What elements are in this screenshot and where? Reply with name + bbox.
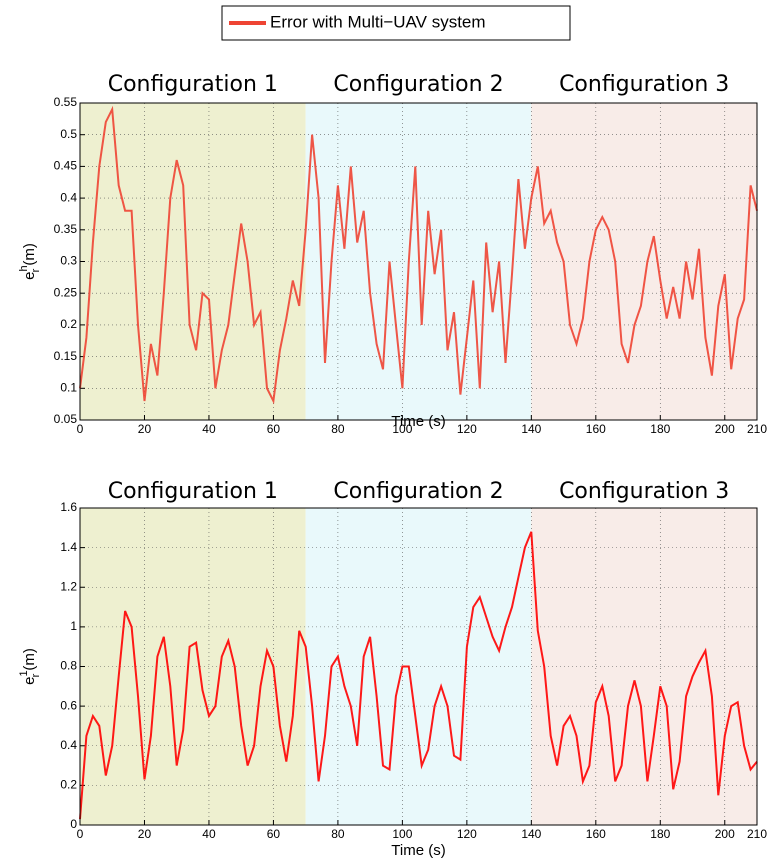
y-label-base: e — [21, 676, 38, 684]
x-axis-label: Time (s) — [391, 413, 445, 430]
data-line — [79, 105, 758, 405]
region-label: Configuration 3 — [559, 479, 729, 504]
region-label: Configuration 1 — [108, 479, 278, 504]
y-tick-label: 0.35 — [54, 222, 78, 236]
y-tick-label: 0.45 — [54, 159, 78, 173]
y-label-sub: r — [30, 673, 42, 677]
x-tick-label: 80 — [331, 422, 345, 436]
y-tick-label: 1.2 — [60, 579, 77, 593]
y-tick-label: 0.1 — [60, 380, 77, 394]
x-tick-label: 200 — [715, 422, 735, 436]
x-tick-label: 100 — [392, 422, 412, 436]
x-axis-label: Time (s) — [391, 842, 445, 859]
y-label-unit: (m) — [21, 243, 38, 266]
region-label: Configuration 3 — [559, 72, 729, 97]
y-tick-label: 0 — [70, 817, 77, 831]
region-label: Configuration 2 — [333, 72, 503, 97]
x-tick-label: 160 — [586, 422, 606, 436]
y-label-unit: (m) — [21, 648, 38, 671]
y-tick-label: 1.6 — [60, 500, 77, 514]
y-tick-label: 0.4 — [60, 738, 77, 752]
axes-frame — [79, 507, 758, 826]
x-tick-label: 80 — [331, 827, 345, 841]
y-tick-label: 0.3 — [60, 254, 77, 268]
x-tick-label: 180 — [650, 422, 670, 436]
y-label-sup: h — [18, 265, 30, 271]
y-label-base: e — [21, 271, 38, 279]
y-tick-label: 0.5 — [60, 127, 77, 141]
x-tick-label: 160 — [586, 827, 606, 841]
x-tick-label: 180 — [650, 827, 670, 841]
x-tick-label: 140 — [521, 827, 541, 841]
x-tick-label: 100 — [392, 827, 412, 841]
region — [305, 508, 532, 825]
y-tick-label: 1 — [70, 619, 77, 633]
y-tick-label: 0.6 — [60, 698, 77, 712]
x-tick-label: 40 — [202, 827, 216, 841]
x-tick-label: 60 — [267, 827, 281, 841]
legend-box — [221, 5, 571, 41]
y-tick-label: 0.2 — [60, 317, 77, 331]
x-tick-label: 60 — [267, 422, 281, 436]
x-tick-label: 40 — [202, 422, 216, 436]
x-tick-label: 210 — [747, 422, 767, 436]
x-tick-label: 20 — [138, 422, 152, 436]
y-tick-label: 1.4 — [60, 540, 77, 554]
axes-frame — [79, 102, 758, 421]
y-tick-label: 0.25 — [54, 285, 78, 299]
x-tick-label: 0 — [77, 827, 84, 841]
legend-label: Error with Multi−UAV system — [270, 12, 486, 31]
region-label: Configuration 1 — [108, 72, 278, 97]
y-label-sub: r — [30, 268, 42, 272]
y-label-sup: 1 — [18, 670, 30, 676]
y-tick-label: 0.05 — [54, 412, 78, 426]
y-tick-label: 0.8 — [60, 659, 77, 673]
region-label: Configuration 2 — [333, 479, 503, 504]
y-tick-label: 0.2 — [60, 778, 77, 792]
x-tick-label: 200 — [715, 827, 735, 841]
y-tick-label: 0.4 — [60, 190, 77, 204]
x-tick-label: 0 — [77, 422, 84, 436]
y-tick-label: 0.55 — [54, 95, 78, 109]
x-tick-label: 140 — [521, 422, 541, 436]
x-tick-label: 20 — [138, 827, 152, 841]
data-line — [79, 531, 758, 820]
x-tick-label: 120 — [457, 827, 477, 841]
y-axis-label: ehr (m) — [18, 243, 42, 280]
x-tick-label: 120 — [457, 422, 477, 436]
y-axis-label: e1r (m) — [18, 648, 42, 685]
y-tick-label: 0.15 — [54, 349, 78, 363]
x-tick-label: 210 — [747, 827, 767, 841]
